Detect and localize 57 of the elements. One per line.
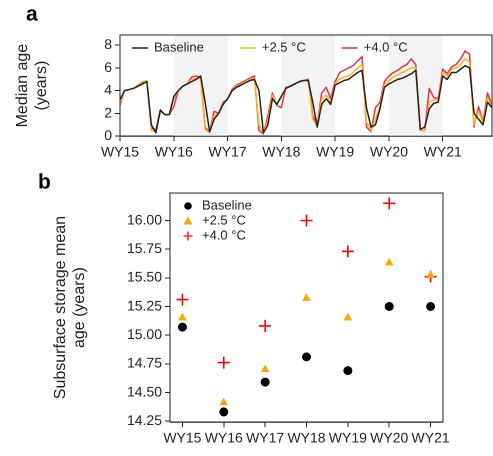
legend-label: Baseline [154,40,204,55]
point [426,302,436,311]
point [261,364,270,372]
point [341,244,355,258]
chart-title: b [38,170,51,194]
x-tick-label: WY15 [100,143,140,160]
point [219,407,228,416]
y-tick-label: 16.00 [126,211,162,228]
point [426,271,435,278]
y-tick-label: 15.75 [126,240,162,256]
legend-label: +2.5 °C [262,40,306,55]
chart-title: a [26,2,38,26]
point [216,356,231,370]
x-tick-label: WY18 [287,429,326,446]
y-tick-label: 4 [104,82,112,98]
y-tick-label: 8 [104,36,112,52]
point [343,366,352,376]
legend-label: +4.0 °C [202,228,246,243]
y-tick-label: 14.25 [126,412,162,428]
x-tick-label: WY19 [328,429,368,446]
y-tick-label: 6 [104,58,112,75]
point [385,258,394,266]
x-tick-label: WY16 [154,143,194,160]
y-axis-title: Median age (years) [14,44,50,128]
point [344,313,352,320]
point [302,352,311,362]
point [260,378,270,387]
x-tick-label: WY19 [316,143,354,160]
x-tick-label: WY21 [424,143,462,160]
point [178,313,186,320]
x-tick-label: WY20 [370,143,408,160]
point [220,398,228,406]
x-tick-label: WY17 [208,143,247,160]
x-tick-label: WY15 [163,429,202,446]
x-tick-label: WY18 [262,143,301,160]
y-tick-label: 14.50 [126,383,162,400]
point [178,322,187,332]
x-tick-label: WY17 [246,429,284,446]
y-tick-label: 2 [104,104,112,120]
y-tick-label: 15.50 [126,268,162,285]
point [258,319,272,333]
point [176,292,190,306]
legend-label: +4.0 °C [364,40,408,55]
y-tick-label: 15.25 [126,297,162,314]
point [382,196,396,210]
legend-label: Baseline [202,198,252,213]
y-tick-label: 0 [104,127,112,144]
y-tick-label: 14.75 [126,354,162,371]
y-axis-title: Subsurface storage mean age (years) [52,216,88,400]
x-tick-label: WY21 [412,429,450,446]
legend-label: +2.5 °C [202,212,246,228]
x-tick-label: WY16 [204,429,244,446]
point [384,302,394,311]
x-tick-label: WY20 [370,429,409,446]
point [300,214,314,228]
point [302,294,310,301]
y-tick-label: 15.00 [126,326,162,342]
